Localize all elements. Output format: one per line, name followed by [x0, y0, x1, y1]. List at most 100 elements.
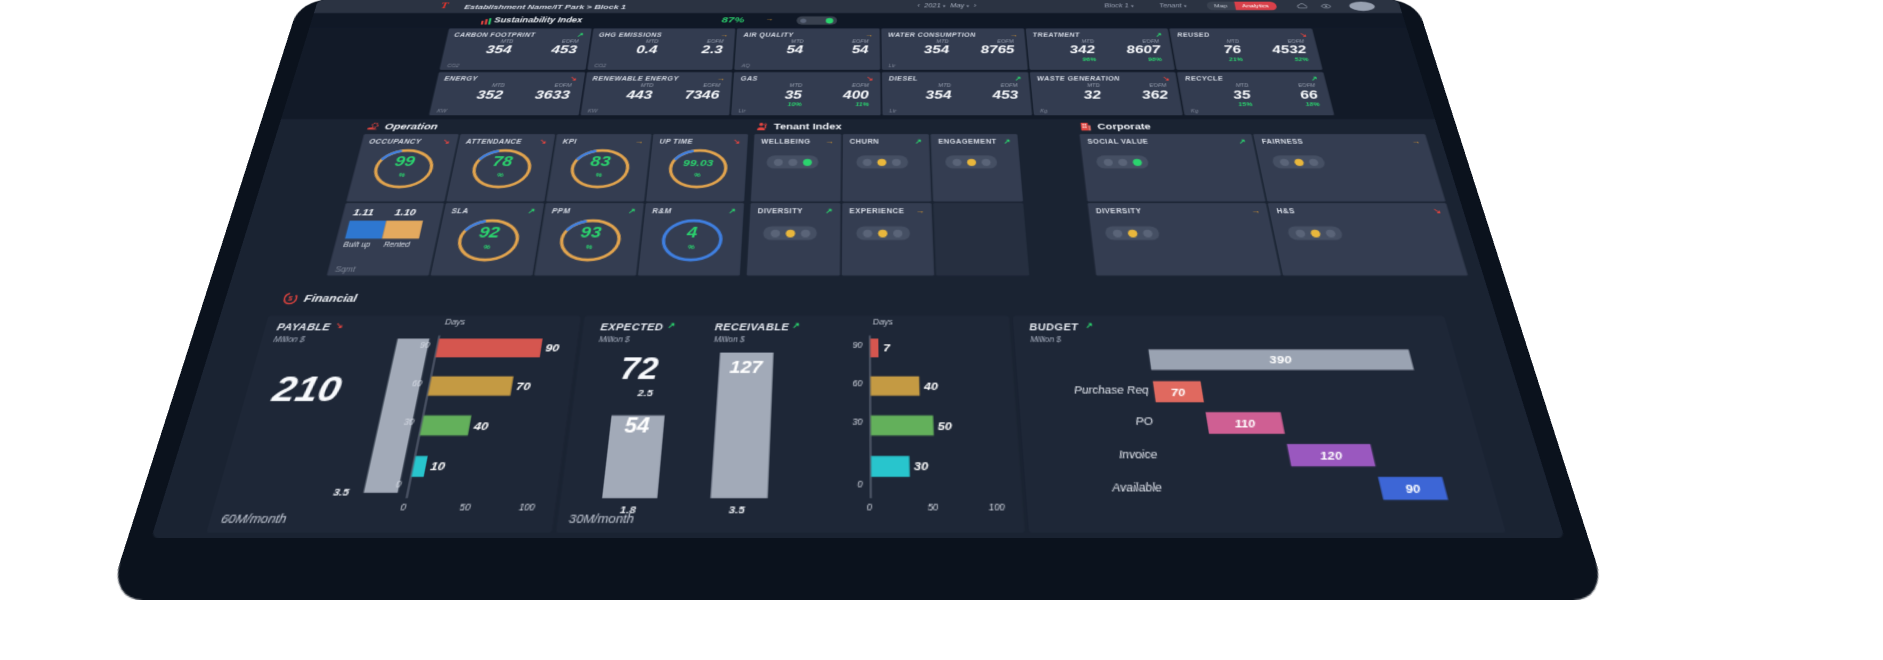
- kpi-tile-gas[interactable]: GAS ↘ MTD 35 10% EOFM 400 11% Ltr: [731, 72, 881, 116]
- kpi-tile-treatment[interactable]: TREATMENT ↗ MTD 342 96% EOFM 8607 98%: [1025, 28, 1176, 70]
- cloud-icon[interactable]: [1293, 2, 1310, 11]
- status-pill[interactable]: [1095, 155, 1150, 169]
- tenant-icon: [755, 121, 770, 132]
- bar-value: 90: [1403, 481, 1422, 496]
- index-tile-diversity[interactable]: DIVERSITY ↗: [746, 202, 841, 276]
- x-tick: 50: [927, 503, 939, 514]
- unit-label: AQ: [741, 63, 751, 69]
- dashboard-plane: T Establishment Name/IT Park > Block 1 ‹…: [151, 0, 1565, 539]
- mtd-percent: [438, 101, 502, 107]
- status-pill[interactable]: [762, 226, 818, 241]
- gauge-tile-ppm[interactable]: PPM ↗ 93%: [534, 202, 645, 276]
- index-tile-churn[interactable]: CHURN ↗: [842, 134, 932, 202]
- mtd-value: 354: [484, 43, 513, 57]
- kpi-tile-energy[interactable]: ENERGY ↘ MTD 352 EOFM 3633 KW: [428, 72, 586, 116]
- budget-panel[interactable]: BUDGET ↗ Million $ 390 Purchase Req 70 P…: [1012, 315, 1507, 533]
- year-select[interactable]: 2021 ▾: [924, 2, 946, 9]
- kpi-tile-renewable-energy[interactable]: RENEWABLE ENERGY → MTD 443 EOFM 7346 KW: [580, 72, 733, 116]
- status-dot: [773, 158, 783, 166]
- date-selector[interactable]: ‹ 2021 ▾ May ▾ ›: [917, 3, 976, 9]
- kpi-title: GHG EMISSIONS: [598, 31, 663, 38]
- payable-panel[interactable]: PAYABLE ↘ Million $ 210 Days 3.5 90 60 3…: [206, 315, 582, 533]
- sustainability-toggle[interactable]: [796, 16, 838, 25]
- bar-fill: [871, 456, 910, 477]
- status-pill[interactable]: [1286, 226, 1344, 241]
- status-pill[interactable]: [856, 226, 910, 241]
- bar-90-days: 7: [870, 338, 890, 358]
- kpi-title: WATER CONSUMPTION: [888, 31, 976, 38]
- map-analytics-toggle[interactable]: Map Analytics: [1205, 1, 1278, 11]
- kpi-tile-diesel[interactable]: DIESEL ↗ MTD 354 EOFM 453 Ltr: [881, 72, 1033, 116]
- tenant-select[interactable]: Tenant ▾: [1158, 2, 1188, 9]
- kpi-tile-recycle[interactable]: RECYCLE ↗ MTD 35 15% EOFM 66 18% Kg: [1177, 72, 1335, 116]
- status-pill[interactable]: [1271, 155, 1327, 169]
- status-pill[interactable]: [945, 155, 998, 169]
- month-select[interactable]: May ▾: [950, 2, 970, 9]
- prev-arrow-icon[interactable]: ‹: [917, 2, 920, 9]
- kpi-tile-ghg-emissions[interactable]: GHG EMISSIONS → MTD 0.4 EOFM 2.3 CO2: [586, 28, 736, 70]
- budget-row-label: Invoice: [1118, 447, 1159, 461]
- budget-label: BUDGET: [1028, 321, 1079, 333]
- gauge-ring: 99.03%: [664, 148, 731, 192]
- unit-label: CO2: [446, 63, 460, 69]
- gauge-tile-attendance[interactable]: ATTENDANCE ↘ 78%: [446, 134, 556, 202]
- index-tile-wellbeing[interactable]: WELLBEING →: [750, 134, 841, 202]
- kpi-tile-air-quality[interactable]: AIR QUALITY → MTD 54 EOFM 54 AQ: [734, 28, 881, 70]
- status-pill[interactable]: [856, 155, 908, 169]
- x-tick: 50: [458, 503, 471, 514]
- index-tile-social-value[interactable]: SOCIAL VALUE ↗: [1079, 134, 1266, 202]
- y-tick: 0: [394, 480, 403, 491]
- index-tile-corporate-diversity[interactable]: DIVERSITY →: [1087, 202, 1282, 276]
- budget-total-value: 390: [1267, 352, 1293, 367]
- percent-sign: %: [693, 171, 701, 178]
- eye-icon[interactable]: [1317, 2, 1334, 11]
- eofm-percent: 98%: [1147, 56, 1163, 63]
- operation-section: Operation OCCUPANCY ↘ 99% ATTENDANCE ↘: [324, 119, 749, 284]
- trend-icon: ↗: [728, 206, 737, 215]
- gauge-tile-kpi[interactable]: KPI → 83%: [546, 134, 652, 202]
- index-title: DIVERSITY: [757, 207, 804, 215]
- analytics-toggle-button[interactable]: Analytics: [1233, 1, 1278, 11]
- gauge-ring: 93%: [553, 218, 625, 266]
- kpi-tile-water-consumption[interactable]: WATER CONSUMPTION → MTD 354 EOFM 8765 Ltr: [881, 28, 1028, 70]
- chart-ylabel: Days: [872, 318, 893, 328]
- kpi-tile-reused[interactable]: REUSED ↘ MTD 76 21% EOFM 4532 52%: [1169, 28, 1323, 70]
- bar-0-days: 30: [871, 456, 929, 477]
- bar-30-days: 50: [870, 415, 953, 436]
- status-dot: [863, 229, 873, 237]
- mtd-percent: [742, 56, 803, 62]
- trend-icon: →: [719, 31, 729, 38]
- gauge-tile-up-time[interactable]: UP TIME ↘ 99.03%: [645, 134, 749, 202]
- bar-fill: 120: [1286, 444, 1376, 467]
- trend-icon: →: [765, 15, 774, 23]
- unit-label: Million $: [713, 335, 745, 345]
- unit-label: Million $: [598, 335, 631, 345]
- index-tile-experience[interactable]: EXPERIENCE →: [841, 202, 935, 276]
- expected-receivable-panel[interactable]: EXPECTED ↗ Million $ 72 2.5 54 1.8 30M/m…: [555, 315, 1026, 533]
- area-stats-tile[interactable]: 1.11 1.10 Built up Rented Sqmt: [326, 202, 445, 276]
- gauge-tile-occupancy[interactable]: OCCUPANCY ↘ 99%: [346, 134, 459, 202]
- index-tile-hs[interactable]: H&S ↘: [1267, 202, 1468, 276]
- status-pill[interactable]: [1104, 226, 1161, 241]
- built-up-label: Built up: [342, 241, 371, 250]
- unit-label: Ltr: [889, 108, 897, 115]
- map-toggle-button[interactable]: Map: [1205, 1, 1236, 11]
- kpi-tile-carbon-footprint[interactable]: CARBON FOOTPRINT ↗ MTD 354 EOFM 453 CO2: [439, 28, 592, 70]
- status-pill[interactable]: [766, 155, 819, 169]
- status-dot: [1102, 158, 1113, 166]
- mtd-value: 32: [1082, 88, 1102, 102]
- status-dot: [800, 229, 810, 237]
- bar-fill: 110: [1205, 412, 1285, 434]
- next-arrow-icon[interactable]: ›: [973, 2, 977, 9]
- gauge-tile-rm[interactable]: R&M ↗ 4%: [637, 202, 745, 276]
- block-select[interactable]: Block 1 ▾: [1103, 2, 1135, 9]
- y-tick: 60: [852, 379, 863, 389]
- gauge-tile-sla[interactable]: SLA ↗ 92%: [430, 202, 545, 276]
- user-avatar[interactable]: [1348, 1, 1377, 11]
- gauge-title: UP TIME: [659, 138, 694, 146]
- kpi-tile-waste-generation[interactable]: WASTE GENERATION ↘ MTD 32 EOFM 362 Kg: [1029, 72, 1184, 116]
- index-tile-fairness[interactable]: FAIRNESS →: [1253, 134, 1446, 202]
- section-title: Financial: [302, 292, 359, 305]
- index-tile-engagement[interactable]: ENGAGEMENT ↗: [930, 134, 1024, 202]
- index-title: ENGAGEMENT: [938, 138, 997, 146]
